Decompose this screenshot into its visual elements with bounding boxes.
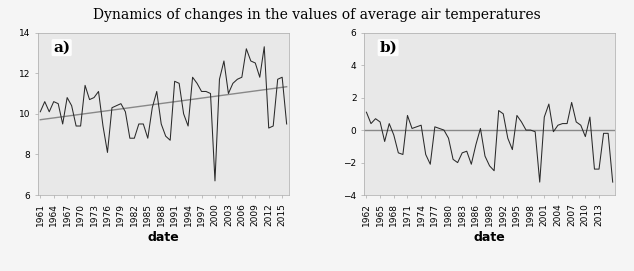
Text: Dynamics of changes in the values of average air temperatures: Dynamics of changes in the values of ave… (93, 8, 541, 22)
Text: b): b) (379, 41, 397, 55)
X-axis label: date: date (148, 231, 179, 244)
Text: a): a) (53, 41, 70, 55)
X-axis label: date: date (474, 231, 505, 244)
